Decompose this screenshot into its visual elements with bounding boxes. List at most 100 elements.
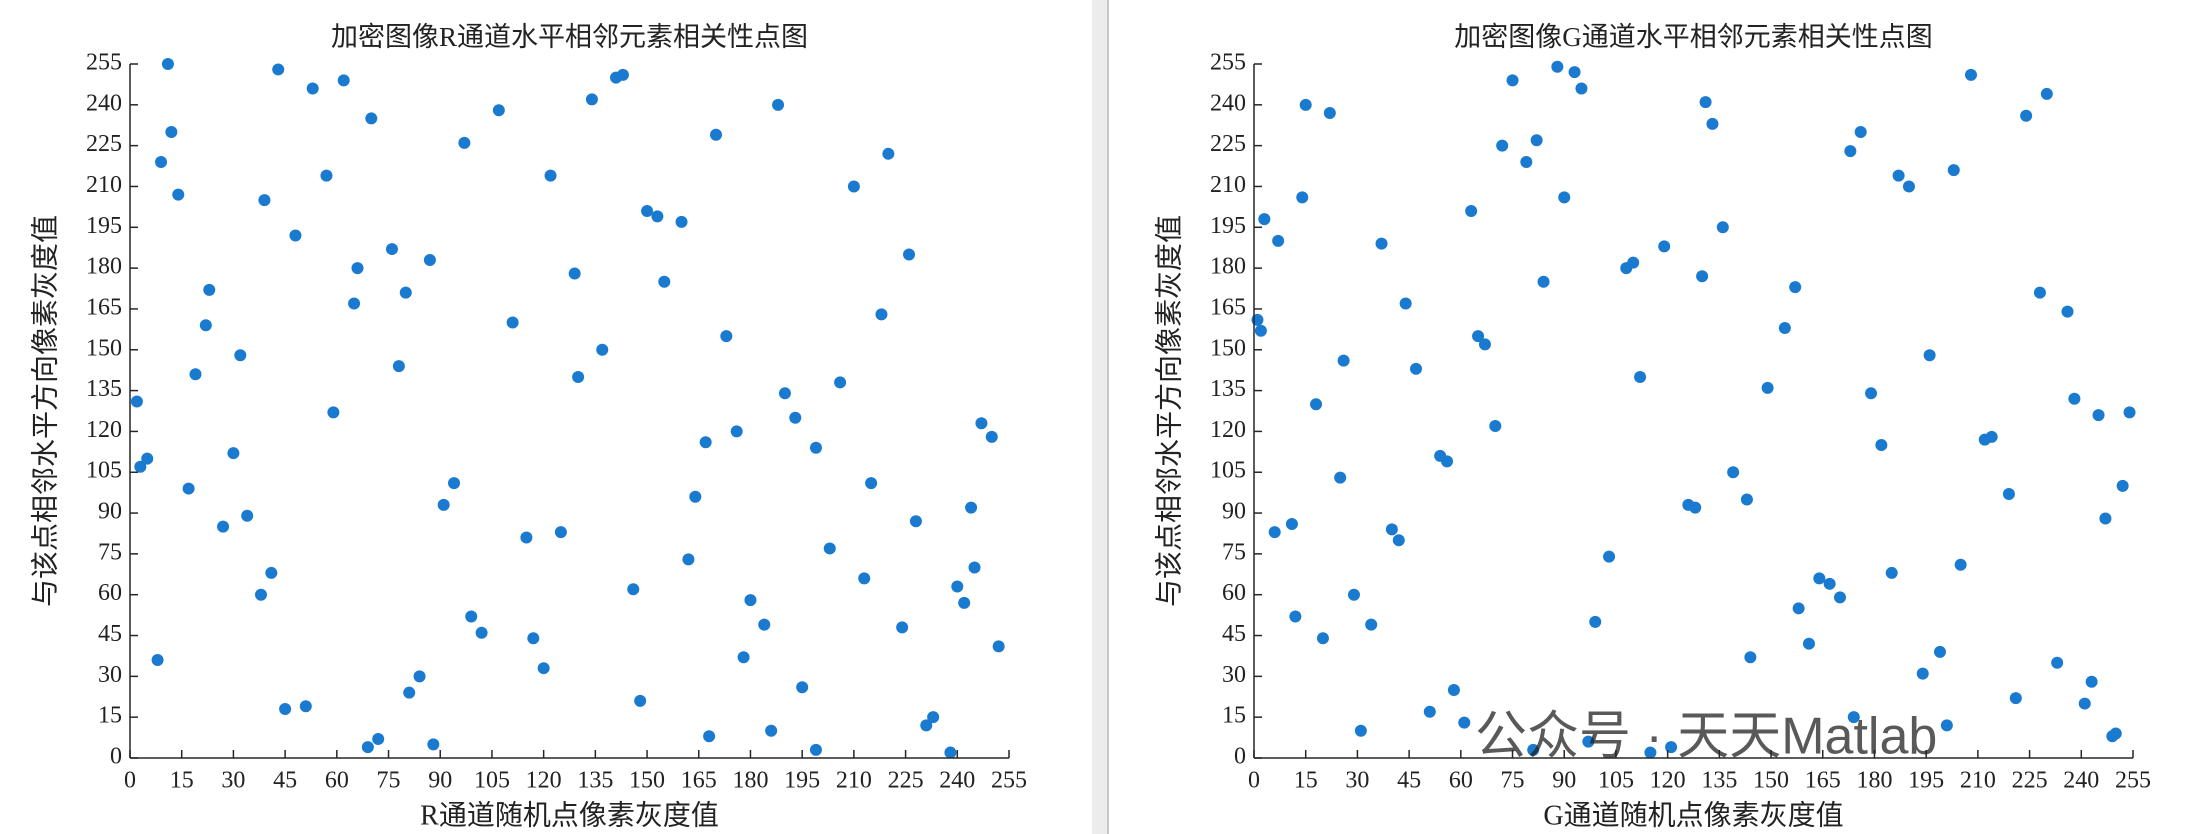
y-tick-label: 45 bbox=[98, 621, 122, 647]
x-axis-label: R通道随机点像素灰度值 bbox=[420, 799, 719, 831]
point bbox=[1847, 711, 1860, 724]
x-tick-label: 135 bbox=[577, 768, 613, 794]
point bbox=[217, 520, 230, 533]
point bbox=[865, 477, 878, 490]
point bbox=[2092, 409, 2105, 422]
point bbox=[172, 188, 185, 201]
point bbox=[985, 430, 998, 443]
point bbox=[203, 283, 216, 296]
point bbox=[1447, 683, 1460, 696]
x-tick-label: 240 bbox=[2063, 768, 2099, 794]
y-tick-label: 150 bbox=[1210, 335, 1246, 361]
point bbox=[737, 651, 750, 664]
point bbox=[958, 596, 971, 609]
point bbox=[1551, 60, 1564, 73]
point bbox=[1792, 602, 1805, 615]
y-tick-label: 75 bbox=[98, 539, 122, 565]
x-tick-label: 0 bbox=[124, 768, 136, 794]
x-tick-label: 225 bbox=[2012, 768, 2048, 794]
point bbox=[616, 68, 629, 81]
point bbox=[1520, 155, 1533, 168]
point bbox=[1527, 743, 1540, 756]
panel-divider bbox=[1092, 0, 1108, 834]
point bbox=[1603, 550, 1616, 563]
x-tick-label: 180 bbox=[1856, 768, 1892, 794]
point bbox=[992, 640, 1005, 653]
x-tick-label: 45 bbox=[273, 768, 297, 794]
point bbox=[1575, 82, 1588, 95]
y-tick-label: 60 bbox=[98, 580, 122, 606]
point bbox=[520, 531, 533, 544]
y-axis-label: 与该点相邻水平方向像素灰度值 bbox=[29, 215, 61, 607]
point bbox=[448, 477, 461, 490]
point bbox=[968, 561, 981, 574]
point bbox=[265, 566, 278, 579]
point bbox=[1285, 517, 1298, 530]
point bbox=[1892, 169, 1905, 182]
point bbox=[1506, 74, 1519, 87]
y-tick-label: 255 bbox=[1210, 50, 1246, 76]
point bbox=[1865, 387, 1878, 400]
x-tick-label: 195 bbox=[784, 768, 820, 794]
point bbox=[2106, 730, 2119, 743]
point bbox=[437, 498, 450, 511]
point bbox=[1834, 591, 1846, 604]
point bbox=[596, 343, 609, 356]
point bbox=[1854, 126, 1867, 139]
point bbox=[537, 662, 550, 675]
point bbox=[413, 670, 426, 683]
y-tick-label: 0 bbox=[110, 744, 122, 770]
point bbox=[327, 406, 340, 419]
y-tick-label: 255 bbox=[86, 50, 122, 76]
point bbox=[2123, 406, 2136, 419]
y-tick-label: 195 bbox=[1210, 213, 1246, 239]
point bbox=[710, 128, 722, 141]
point bbox=[744, 594, 757, 607]
x-tick-label: 75 bbox=[377, 768, 401, 794]
point bbox=[348, 297, 361, 310]
point bbox=[1933, 645, 1946, 658]
point bbox=[1923, 349, 1936, 362]
point bbox=[675, 215, 688, 228]
point bbox=[506, 316, 519, 329]
point bbox=[809, 441, 822, 454]
x-axis-label: G通道随机点像素灰度值 bbox=[1543, 799, 1843, 831]
x-tick-label: 210 bbox=[1960, 768, 1996, 794]
y-tick-label: 135 bbox=[86, 376, 122, 402]
y-tick-label: 135 bbox=[1210, 376, 1246, 402]
chart-title: 加密图像R通道水平相邻元素相关性点图 bbox=[331, 22, 808, 52]
point bbox=[427, 738, 440, 751]
point bbox=[1823, 577, 1836, 590]
point bbox=[365, 112, 378, 125]
point bbox=[1392, 534, 1405, 547]
x-tick-label: 165 bbox=[681, 768, 717, 794]
point bbox=[554, 526, 567, 539]
y-tick-label: 105 bbox=[86, 458, 122, 484]
point bbox=[1489, 419, 1502, 432]
point bbox=[2061, 305, 2074, 318]
point bbox=[351, 262, 364, 275]
point bbox=[475, 626, 488, 639]
x-tick-label: 120 bbox=[1650, 768, 1686, 794]
point bbox=[1323, 106, 1336, 119]
x-tick-label: 60 bbox=[325, 768, 349, 794]
point bbox=[2033, 286, 2046, 299]
y-tick-label: 30 bbox=[98, 662, 122, 688]
point bbox=[944, 746, 957, 759]
point bbox=[1916, 667, 1929, 680]
point bbox=[2009, 692, 2022, 705]
x-tick-label: 30 bbox=[221, 768, 245, 794]
point bbox=[1582, 735, 1595, 748]
y-axis-label: 与该点相邻水平方向像素灰度值 bbox=[1153, 215, 1185, 607]
point bbox=[1496, 139, 1509, 152]
point bbox=[2002, 488, 2015, 501]
y-tick-label: 30 bbox=[1222, 662, 1246, 688]
point bbox=[1258, 213, 1271, 226]
point bbox=[651, 210, 664, 223]
y-tick-label: 180 bbox=[1210, 254, 1246, 280]
point bbox=[1299, 98, 1312, 111]
point bbox=[199, 319, 212, 332]
point bbox=[634, 694, 647, 707]
point bbox=[720, 330, 733, 343]
point bbox=[189, 368, 202, 381]
